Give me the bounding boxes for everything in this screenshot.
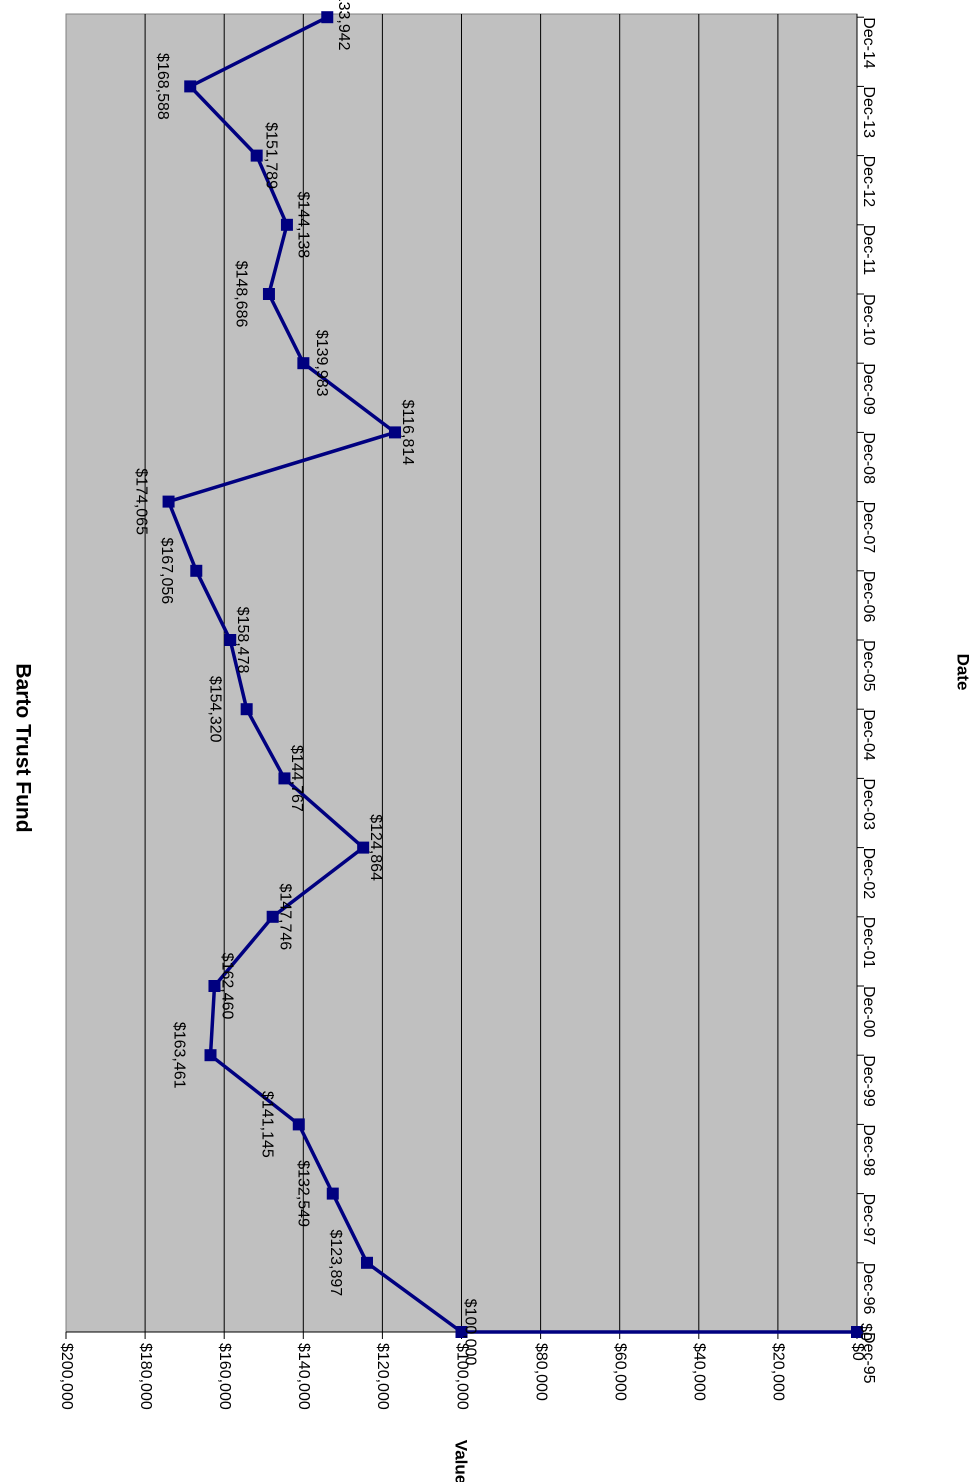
category-tick-label: Dec-96 xyxy=(860,1263,877,1315)
data-point xyxy=(357,841,370,854)
data-point xyxy=(360,1256,373,1269)
data-point xyxy=(240,703,253,716)
data-label: $124,864 xyxy=(367,814,384,881)
value-tick-label: $180,000 xyxy=(137,1343,154,1410)
plot-area: $0$20,000$40,000$60,000$80,000$100,000$1… xyxy=(58,0,877,1410)
data-point xyxy=(326,1187,339,1200)
category-tick-label: Dec-08 xyxy=(860,432,877,484)
data-point xyxy=(262,288,275,300)
value-tick-label: $200,000 xyxy=(58,1343,75,1410)
data-point xyxy=(266,910,279,923)
chart-title: Barto Trust Fund xyxy=(11,663,34,832)
value-tick-label: $40,000 xyxy=(691,1343,708,1401)
x-axis-title: Date xyxy=(954,654,973,691)
data-point xyxy=(389,426,402,439)
value-tick-label: $60,000 xyxy=(611,1343,628,1401)
category-tick-label: Dec-00 xyxy=(860,986,877,1038)
value-tick-label: $100,000 xyxy=(453,1343,470,1410)
value-tick-label: $140,000 xyxy=(295,1343,312,1410)
data-label: $123,897 xyxy=(327,1229,344,1296)
category-tick-label: Dec-01 xyxy=(860,917,877,969)
data-label: $154,320 xyxy=(206,676,223,743)
data-label: $163,461 xyxy=(170,1022,187,1089)
category-tick-label: Dec-09 xyxy=(860,363,877,415)
value-tick-label: $160,000 xyxy=(216,1343,233,1410)
category-tick-label: Dec-11 xyxy=(860,225,877,275)
data-point xyxy=(208,980,221,992)
data-label: $100,000 xyxy=(461,1299,478,1366)
data-point xyxy=(250,149,263,162)
category-tick-label: Dec-05 xyxy=(860,640,877,692)
data-label: $162,460 xyxy=(218,953,235,1020)
data-label: $144,767 xyxy=(288,745,305,812)
data-point xyxy=(184,80,197,93)
data-label: $139,983 xyxy=(313,330,330,397)
value-tick-label: $0 xyxy=(849,1343,866,1361)
data-point xyxy=(278,772,291,785)
data-label: $174,065 xyxy=(132,468,149,535)
data-label: $0 xyxy=(857,1323,874,1341)
data-label: $151,789 xyxy=(262,122,279,189)
category-tick-label: Dec-07 xyxy=(860,502,877,554)
data-point xyxy=(224,634,237,646)
category-tick-label: Dec-13 xyxy=(860,86,877,138)
category-tick-label: Dec-97 xyxy=(860,1194,877,1246)
category-tick-label: Dec-04 xyxy=(860,709,877,761)
category-tick-label: Dec-14 xyxy=(860,17,877,69)
category-tick-label: Dec-02 xyxy=(860,848,877,900)
data-label: $168,588 xyxy=(154,53,171,120)
value-tick-label: $20,000 xyxy=(770,1343,787,1401)
data-label: $148,686 xyxy=(233,261,250,328)
data-point xyxy=(204,1049,217,1062)
category-tick-label: Dec-95 xyxy=(860,1332,877,1384)
data-point xyxy=(851,1326,863,1338)
category-tick-label: Dec-99 xyxy=(860,1055,877,1107)
value-tick-label: $80,000 xyxy=(532,1343,549,1401)
data-label: $147,746 xyxy=(276,883,293,950)
data-label: $167,056 xyxy=(158,537,175,604)
category-tick-label: Dec-12 xyxy=(860,156,877,208)
data-point xyxy=(321,11,334,24)
data-label: $116,814 xyxy=(399,400,416,466)
category-tick-label: Dec-03 xyxy=(860,778,877,830)
data-label: $141,145 xyxy=(259,1091,276,1158)
data-point xyxy=(280,218,293,231)
data-label: $133,942 xyxy=(335,0,352,51)
data-label: $158,478 xyxy=(234,607,251,674)
data-point xyxy=(190,564,203,577)
category-tick-label: Dec-98 xyxy=(860,1124,877,1176)
value-tick-label: $120,000 xyxy=(374,1343,391,1410)
category-tick-label: Dec-10 xyxy=(860,294,877,346)
category-tick-label: Dec-06 xyxy=(860,571,877,623)
y-axis-title: Value xyxy=(452,1440,471,1482)
data-point xyxy=(455,1326,468,1338)
data-point xyxy=(162,495,175,508)
data-point xyxy=(297,357,310,370)
data-point xyxy=(292,1118,305,1131)
data-label: $132,549 xyxy=(295,1160,312,1227)
data-label: $144,138 xyxy=(295,191,312,258)
